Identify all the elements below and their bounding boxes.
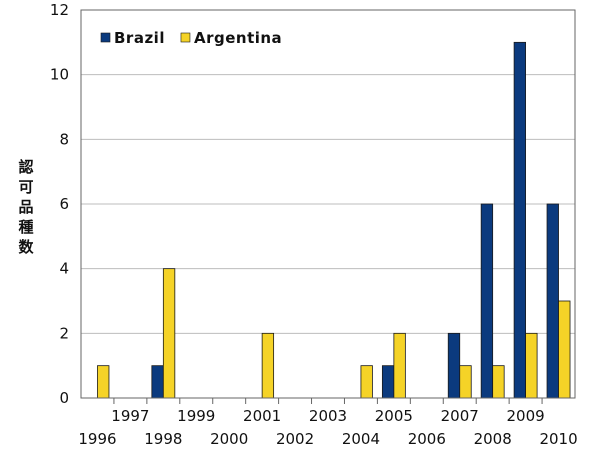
legend-label-argentina: Argentina bbox=[194, 29, 282, 47]
x-tick-labels: 1996 1997 1998 1999 2000 2001 2002 2003 2004 2005… bbox=[78, 398, 578, 448]
y-axis-label-char: 数 bbox=[18, 238, 34, 256]
x-tick-label-2007: 2007 bbox=[441, 407, 479, 425]
legend: Brazil Argentina bbox=[100, 29, 282, 47]
y-axis-label-char: 種 bbox=[18, 218, 33, 236]
y-axis-label-char: 認 bbox=[18, 158, 33, 176]
bar-brazil-1998 bbox=[151, 365, 164, 399]
bar-brazil-2008 bbox=[480, 203, 494, 399]
y-tick-label-8: 8 bbox=[59, 130, 69, 148]
legend-swatch-argentina bbox=[180, 32, 191, 43]
bar-argentina-2007 bbox=[459, 365, 472, 399]
y-tick-label-6: 6 bbox=[59, 195, 69, 213]
bar-argentina-1998 bbox=[162, 268, 176, 399]
x-tick-label-2008: 2008 bbox=[474, 430, 512, 448]
y-tick-label-12: 12 bbox=[50, 1, 69, 19]
x-tick-label-2009: 2009 bbox=[507, 407, 545, 425]
bar-argentina-2001 bbox=[261, 332, 275, 399]
bar-brazil-2007 bbox=[447, 332, 461, 399]
x-tick-label-1997: 1997 bbox=[111, 407, 149, 425]
x-tick-label-2002: 2002 bbox=[276, 430, 314, 448]
x-tick-label-2005: 2005 bbox=[375, 407, 413, 425]
y-axis-label-char: 可 bbox=[18, 178, 33, 196]
y-tick-label-2: 2 bbox=[59, 324, 69, 342]
x-tick-label-2001: 2001 bbox=[243, 407, 281, 425]
y-tick-labels: 0 2 4 6 8 10 12 bbox=[50, 1, 69, 407]
y-axis-label-char: 品 bbox=[18, 198, 33, 216]
bar-argentina-2005 bbox=[393, 332, 406, 399]
x-tick-label-2010: 2010 bbox=[539, 430, 577, 448]
legend-swatch-brazil bbox=[100, 32, 111, 43]
bar-argentina-2008 bbox=[492, 365, 505, 399]
bar-argentina-1996 bbox=[97, 365, 110, 399]
x-tick-label-2000: 2000 bbox=[210, 430, 248, 448]
bar-brazil-2005 bbox=[381, 365, 395, 399]
grid-lines bbox=[81, 74, 575, 334]
bar-brazil-2010 bbox=[546, 203, 559, 399]
bar-argentina-2009 bbox=[525, 332, 538, 399]
bars bbox=[97, 41, 571, 399]
y-tick-label-10: 10 bbox=[50, 66, 69, 84]
plot-frame bbox=[80, 9, 576, 399]
x-tick-label-1998: 1998 bbox=[144, 430, 182, 448]
y-tick-label-4: 4 bbox=[59, 260, 69, 278]
x-tick-label-1999: 1999 bbox=[177, 407, 215, 425]
x-tick-label-2006: 2006 bbox=[408, 430, 446, 448]
bar-argentina-2004 bbox=[360, 365, 373, 399]
legend-label-brazil: Brazil bbox=[114, 29, 165, 47]
x-tick-label-2004: 2004 bbox=[342, 430, 380, 448]
x-tick-label-1996: 1996 bbox=[78, 430, 116, 448]
x-tick-label-2003: 2003 bbox=[309, 407, 347, 425]
y-tick-label-0: 0 bbox=[59, 389, 69, 407]
bar-argentina-2010 bbox=[558, 300, 571, 399]
bar-brazil-2009 bbox=[513, 41, 526, 399]
